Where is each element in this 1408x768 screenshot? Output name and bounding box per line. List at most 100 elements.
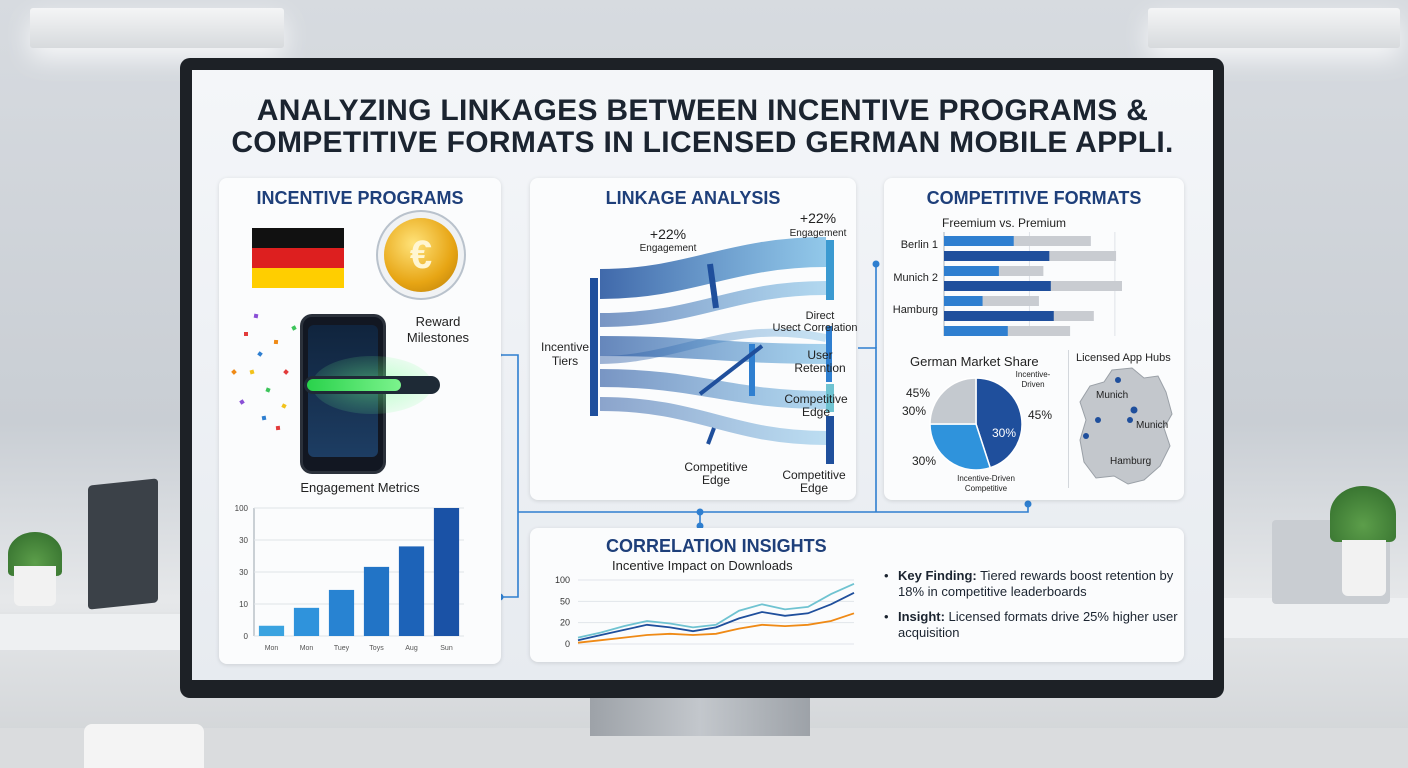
euro-coin-icon: € [384, 218, 458, 292]
y-tick-label: 10 [239, 600, 248, 609]
confetti-piece [261, 415, 267, 421]
freemium-bar [944, 236, 1014, 246]
monitor-stand [590, 696, 810, 736]
y-tick-label: 0 [565, 639, 570, 649]
y-tick-label: 100 [235, 504, 249, 513]
map-pin-icon [1130, 406, 1138, 414]
bar [398, 546, 425, 636]
sankey-source-node [590, 278, 598, 416]
insights-list: Key Finding: Tiered rewards boost retent… [884, 568, 1184, 650]
reward-label-line-2: Milestones [406, 330, 470, 345]
y-tick-label: 30 [239, 568, 248, 577]
confetti-piece [244, 332, 248, 336]
sankey-target-node-2 [826, 326, 832, 382]
competitive-edge-2-line-2: Edge [799, 481, 829, 495]
competitive-edge-line-1: Competitive [784, 392, 848, 406]
pie-slice [929, 377, 977, 425]
map-pin-icon [1115, 377, 1121, 383]
user-retention-line-1: User [807, 348, 833, 362]
x-tick-label: Toys [369, 645, 384, 652]
pie-inside-label: 30% [992, 426, 1017, 440]
series-line [577, 582, 855, 639]
map-pin-icon [1127, 417, 1133, 423]
page-title-line-1: ANALYZING LINKAGES BETWEEN INCENTIVE PRO… [256, 94, 1149, 127]
sankey-target-node-4 [826, 416, 834, 464]
pie-slice [929, 423, 992, 471]
bar [328, 589, 355, 636]
app-hubs-title: Licensed App Hubs [1076, 352, 1171, 364]
x-tick-label: Sun [440, 645, 453, 652]
key-finding-item: Key Finding: Tiered rewards boost retent… [884, 568, 1184, 600]
ceiling-lamp-right [1148, 8, 1400, 48]
linkage-analysis-header: LINKAGE ANALYSIS [605, 188, 781, 208]
series-line [577, 612, 855, 644]
desk-right [1222, 598, 1408, 638]
germany-map-shape [1079, 367, 1173, 485]
map-label-munich-2: Munich [1136, 420, 1169, 431]
pie-slice [975, 377, 1023, 469]
ceiling-lamp-left [30, 8, 284, 48]
downloads-chart-title: Incentive Impact on Downloads [612, 558, 793, 573]
right-engagement-pct: +22% [799, 210, 837, 226]
bottom-competitive-line-1: Competitive [684, 460, 748, 474]
sankey-flows [590, 237, 834, 464]
reward-progress-fill [307, 379, 401, 391]
freemium-premium-chart: Berlin 1 Munich 2 Hamburg [893, 232, 1122, 336]
competitive-divider [1068, 350, 1069, 488]
reward-progress-bar [304, 376, 440, 394]
pie-left-label-3: 30% [912, 454, 937, 468]
y-tick-label: 50 [560, 596, 570, 606]
downloads-line-chart: 100 50 20 0 [555, 575, 855, 649]
competitive-formats-header: COMPETITIVE FORMATS [926, 188, 1142, 208]
incentive-tiers-line-2: Tiers [551, 354, 579, 368]
freemium-bar [944, 326, 1008, 336]
infographic-screen: ANALYZING LINKAGES BETWEEN INCENTIVE PRO… [192, 70, 1213, 680]
bar [433, 508, 460, 636]
freemium-premium-title: Freemium vs. Premium [942, 216, 1067, 230]
confetti-piece [253, 313, 259, 319]
freemium-bar [944, 266, 999, 276]
row-label: Munich 2 [893, 272, 938, 284]
x-tick-label: Tuey [334, 645, 350, 652]
laptop-left [88, 478, 158, 610]
left-engagement-pct: +22% [649, 226, 687, 242]
sankey-mid-marker-1 [707, 263, 719, 309]
incentive-tiers-line-1: Incentive [540, 340, 590, 354]
map-pin-icon [1095, 417, 1101, 423]
bar [293, 607, 320, 636]
pie-left-label-2: 30% [902, 404, 927, 418]
germany-flag-icon [252, 228, 344, 288]
pie-top-label-line-1: Incentive- [1015, 370, 1051, 379]
y-tick-label: 0 [244, 632, 249, 641]
correlation-insights-header: CORRELATION INSIGHTS [606, 536, 827, 556]
bar [258, 625, 285, 636]
freemium-bar [944, 251, 1050, 261]
plant-pot-right [1342, 540, 1386, 596]
pie-right-label: 45% [1028, 408, 1053, 422]
left-engagement-label: Engagement [639, 243, 697, 254]
direct-correlation-line-2: Usect Correlation [772, 322, 858, 334]
map-label-munich-1: Munich [1096, 390, 1129, 401]
plant-pot-left [14, 566, 56, 606]
pie-top-label-line-2: Driven [1021, 380, 1045, 389]
germany-map [1079, 367, 1173, 485]
sankey-mid-marker-4 [706, 427, 716, 445]
sankey-target-node-1 [826, 240, 834, 300]
y-tick-label: 30 [239, 536, 248, 545]
coffee-mug [84, 724, 204, 768]
confetti-piece [275, 425, 281, 431]
incentive-programs-header: INCENTIVE PROGRAMS [256, 188, 464, 208]
map-pin-icon [1083, 433, 1089, 439]
sankey-mid-marker-3 [698, 344, 764, 396]
market-share-title: German Market Share [910, 354, 1039, 369]
reward-label-line-1: Reward [415, 314, 461, 329]
y-tick-label: 20 [560, 618, 570, 628]
premium-bar [944, 296, 1039, 306]
freemium-bar [944, 311, 1054, 321]
sankey-target-node-3 [826, 384, 834, 412]
competitive-edge-line-2: Edge [801, 405, 831, 419]
bottom-competitive-line-2: Edge [701, 473, 731, 487]
y-tick-label: 100 [555, 575, 570, 585]
